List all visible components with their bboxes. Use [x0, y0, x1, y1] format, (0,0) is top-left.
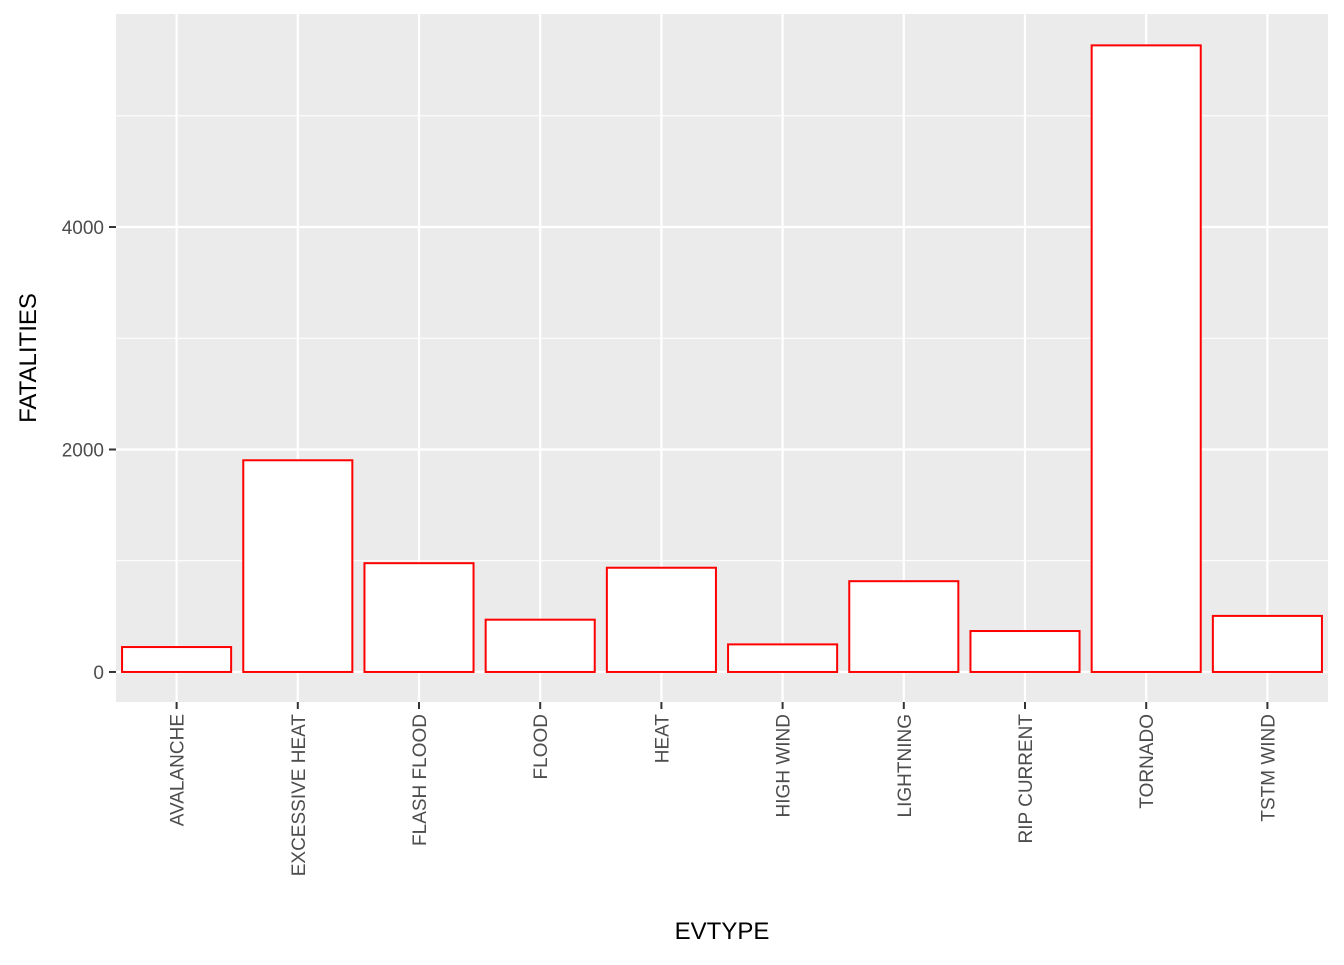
bar-excessive-heat: [242, 459, 354, 673]
x-tick-label: TORNADO: [1137, 714, 1158, 809]
bar-avalanche: [121, 646, 233, 673]
x-tick-label: HEAT: [652, 714, 673, 764]
bar-high-wind: [727, 643, 839, 673]
x-tick-label: TSTM WIND: [1258, 714, 1279, 822]
x-tick-label: HIGH WIND: [774, 714, 795, 817]
y-axis: 0 2000 4000: [62, 218, 116, 684]
bar-flood: [484, 618, 596, 673]
x-tick-label: FLASH FLOOD: [410, 714, 431, 846]
y-axis-title: FATALITIES: [15, 293, 42, 423]
x-axis-title: EVTYPE: [675, 918, 770, 945]
x-axis: AVALANCHE EXCESSIVE HEAT FLASH FLOOD FLOOD H…: [168, 702, 1279, 877]
y-tick-label: 2000: [62, 440, 104, 461]
bar-lightning: [848, 580, 960, 673]
x-tick-label: LIGHTNING: [895, 714, 916, 817]
bar-rip-current: [969, 630, 1081, 673]
bar-flash-flood: [363, 562, 475, 673]
bar-heat: [605, 566, 717, 673]
bar-tornado: [1090, 44, 1202, 673]
y-tick-label: 0: [93, 663, 104, 684]
x-tick-label: RIP CURRENT: [1016, 714, 1037, 844]
x-tick-label: AVALANCHE: [168, 714, 189, 826]
bars: [121, 44, 1323, 673]
x-tick-label: FLOOD: [531, 714, 552, 779]
x-tick-label: EXCESSIVE HEAT: [289, 714, 310, 877]
bar-tstm-wind: [1211, 614, 1323, 673]
y-tick-label: 4000: [62, 218, 104, 239]
